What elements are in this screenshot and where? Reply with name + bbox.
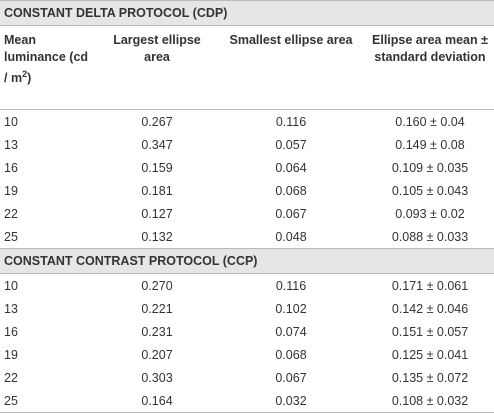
cell: 19 bbox=[4, 347, 18, 362]
cell: 25 bbox=[4, 229, 18, 244]
data-row: 16 0.231 0.074 0.151 ± 0.057 bbox=[0, 320, 494, 343]
header-cell: Smallest ellipse area bbox=[216, 25, 366, 110]
cell: 10 bbox=[4, 278, 18, 293]
cell: 0.067 bbox=[275, 206, 307, 221]
section-row: CONSTANT DELTA PROTOCOL (CDP) bbox=[0, 0, 494, 26]
data-row: 10 0.270 0.116 0.171 ± 0.061 bbox=[0, 274, 494, 298]
cell: 0.067 bbox=[275, 370, 307, 385]
cell: 0.207 bbox=[141, 347, 173, 362]
cell: 19 bbox=[4, 183, 18, 198]
cell: 0.125 ± 0.041 bbox=[391, 347, 469, 362]
cell: 0.303 bbox=[141, 370, 173, 385]
cell: 0.109 ± 0.035 bbox=[391, 160, 469, 175]
cell: 0.231 bbox=[141, 324, 173, 339]
cell: 0.135 ± 0.072 bbox=[391, 370, 469, 385]
cell: 10 bbox=[4, 114, 18, 129]
cell: 0.132 bbox=[141, 229, 173, 244]
cell: 0.160 ± 0.04 bbox=[395, 114, 465, 129]
section-title: CONSTANT CONTRAST PROTOCOL (CCP) bbox=[0, 248, 494, 274]
cell: 0.068 bbox=[275, 183, 307, 198]
header-cell: Largest ellipse area bbox=[98, 25, 216, 110]
cell: 0.057 bbox=[275, 137, 307, 152]
cell: 25 bbox=[4, 393, 18, 408]
cell: 0.159 bbox=[141, 160, 173, 175]
cell: 0.181 bbox=[141, 183, 173, 198]
cell: 0.347 bbox=[141, 137, 173, 152]
data-row: 13 0.347 0.057 0.149 ± 0.08 bbox=[0, 133, 494, 156]
cell: 13 bbox=[4, 301, 18, 316]
cell: 0.164 bbox=[141, 393, 173, 408]
cell: 16 bbox=[4, 160, 18, 175]
cell: 0.068 bbox=[275, 347, 307, 362]
cell: 22 bbox=[4, 370, 18, 385]
cell: 0.032 bbox=[275, 393, 307, 408]
cell: 0.142 ± 0.046 bbox=[391, 301, 469, 316]
header-sup: 2 bbox=[22, 69, 28, 79]
section-title: CONSTANT DELTA PROTOCOL (CDP) bbox=[0, 0, 494, 26]
cell: 22 bbox=[4, 206, 18, 221]
data-row: 25 0.132 0.048 0.088 ± 0.033 bbox=[0, 225, 494, 249]
cell: 0.074 bbox=[275, 324, 307, 339]
cell: 0.093 ± 0.02 bbox=[395, 206, 465, 221]
cell: 0.064 bbox=[275, 160, 307, 175]
cell: 0.270 bbox=[141, 278, 173, 293]
cell: 0.105 ± 0.043 bbox=[391, 183, 469, 198]
cell: 0.149 ± 0.08 bbox=[395, 137, 465, 152]
section-row: CONSTANT CONTRAST PROTOCOL (CCP) bbox=[0, 248, 494, 274]
cell: 0.116 bbox=[275, 114, 307, 129]
cell: 0.088 ± 0.033 bbox=[391, 229, 469, 244]
header-cell: Mean luminance (cd / m2) bbox=[0, 25, 98, 110]
cell: 0.151 ± 0.057 bbox=[391, 324, 469, 339]
data-row: 13 0.221 0.102 0.142 ± 0.046 bbox=[0, 297, 494, 320]
header-text: ) bbox=[27, 71, 32, 86]
cell: 0.127 bbox=[141, 206, 173, 221]
cell: 0.102 bbox=[275, 301, 307, 316]
cell: 16 bbox=[4, 324, 18, 339]
data-row: 22 0.303 0.067 0.135 ± 0.072 bbox=[0, 366, 494, 389]
header-row: Mean luminance (cd / m2) Largest ellipse … bbox=[0, 25, 494, 110]
cell: 0.048 bbox=[275, 229, 307, 244]
cell: 0.267 bbox=[141, 114, 173, 129]
cell: 0.116 bbox=[275, 278, 307, 293]
cell: 0.221 bbox=[141, 301, 173, 316]
data-row: 22 0.127 0.067 0.093 ± 0.02 bbox=[0, 202, 494, 225]
data-row: 10 0.267 0.116 0.160 ± 0.04 bbox=[0, 110, 494, 134]
header-cell: Ellipse area mean ± standard deviation bbox=[366, 25, 494, 110]
data-row: 19 0.207 0.068 0.125 ± 0.041 bbox=[0, 343, 494, 366]
cell: 0.108 ± 0.032 bbox=[391, 393, 469, 408]
data-row: 19 0.181 0.068 0.105 ± 0.043 bbox=[0, 179, 494, 202]
header-text: Mean luminance (cd / m bbox=[4, 33, 89, 86]
data-row: 16 0.159 0.064 0.109 ± 0.035 bbox=[0, 156, 494, 179]
cell: 13 bbox=[4, 137, 18, 152]
cell: 0.171 ± 0.061 bbox=[391, 278, 469, 293]
